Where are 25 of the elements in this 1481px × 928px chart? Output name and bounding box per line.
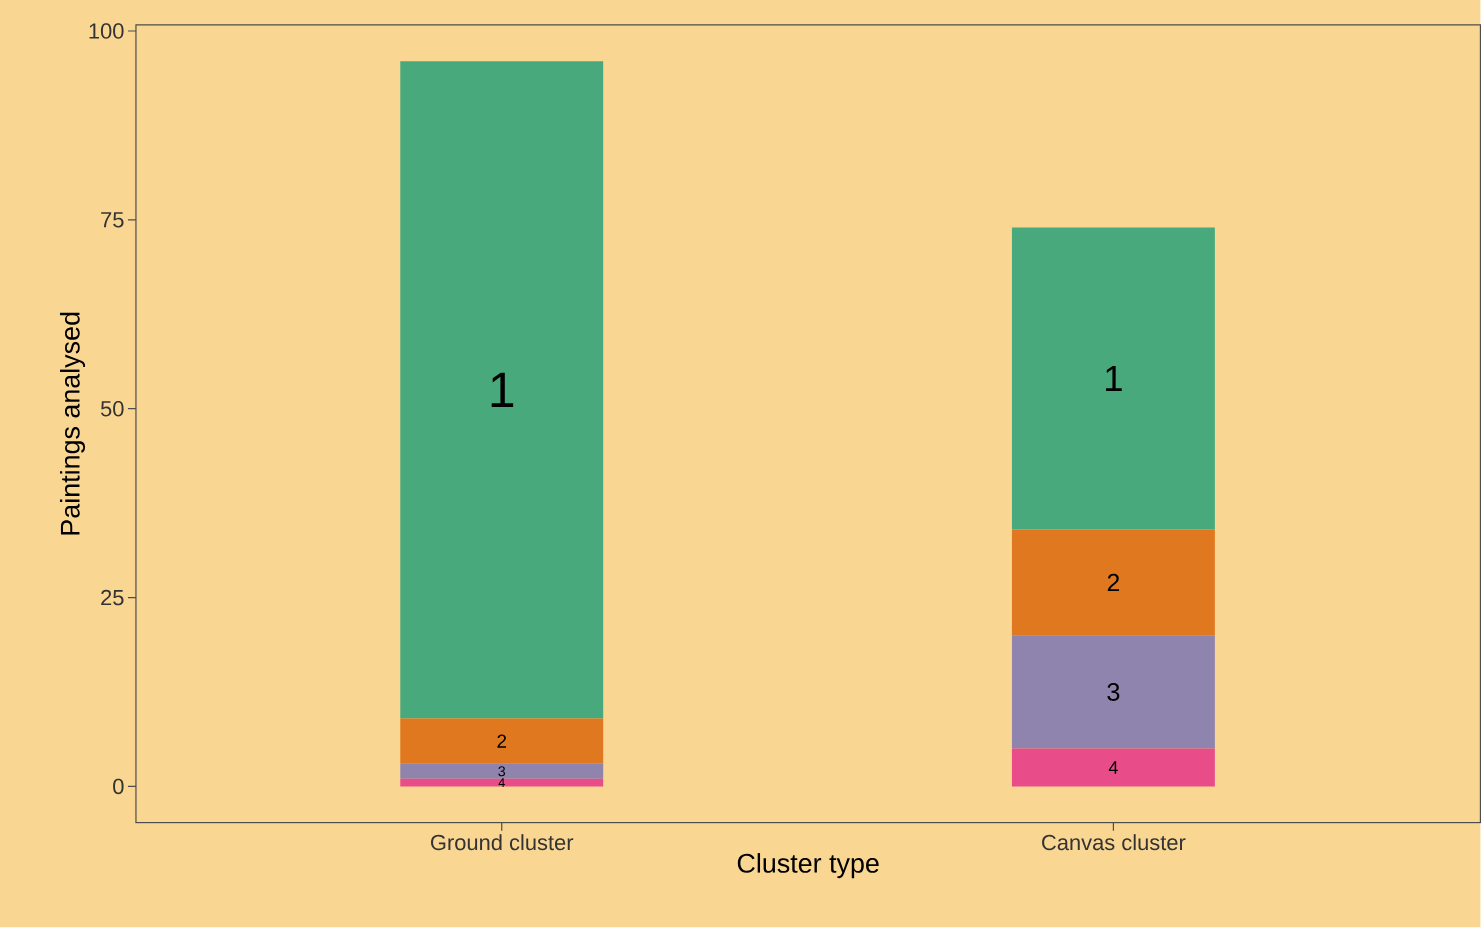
y-axis-title: Paintings analysed	[59, 312, 86, 535]
y-tick-label: 0	[113, 778, 124, 795]
series-label: 3	[498, 766, 506, 777]
x-tick-label: Ground cluster	[431, 834, 574, 851]
y-tick-label: 25	[101, 589, 124, 606]
bar	[400, 718, 604, 764]
bar	[1011, 529, 1215, 636]
text: 1	[1106, 366, 1122, 392]
y-tick-label: 50	[100, 401, 124, 417]
text: 2	[1107, 574, 1120, 592]
series-label: 2	[497, 734, 507, 748]
x-axis-title: Cluster type	[737, 853, 879, 879]
y-tick-label: 75	[101, 212, 124, 228]
y-tick-label: 100	[89, 23, 124, 39]
bar	[400, 779, 604, 787]
series-label: 4	[498, 778, 505, 788]
bar	[1011, 635, 1215, 749]
bar	[1011, 227, 1215, 530]
bar	[400, 61, 604, 719]
bar	[1011, 748, 1215, 787]
text: 3	[1107, 683, 1120, 702]
bar	[400, 763, 604, 780]
text: 4	[1108, 761, 1118, 774]
x-tick-label: Canvas cluster	[1042, 834, 1186, 851]
series-label: 1	[491, 372, 514, 408]
